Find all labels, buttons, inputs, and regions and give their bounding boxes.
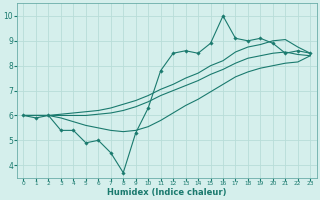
X-axis label: Humidex (Indice chaleur): Humidex (Indice chaleur): [107, 188, 227, 197]
